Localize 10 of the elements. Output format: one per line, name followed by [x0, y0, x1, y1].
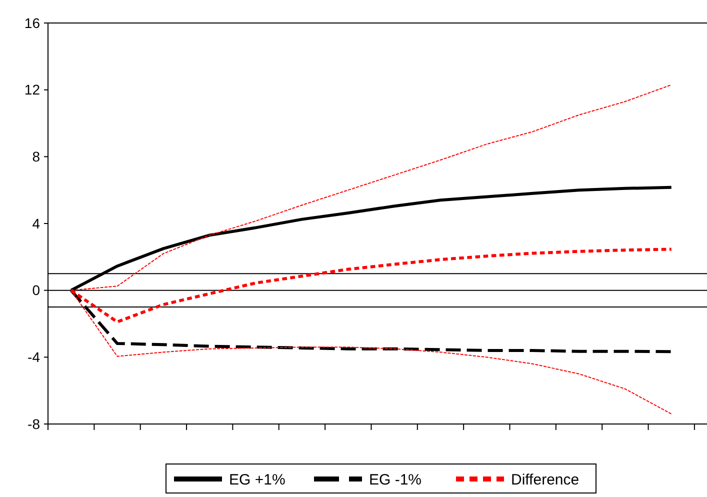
y-tick-label: 4 — [32, 215, 40, 232]
y-tick-label: 0 — [32, 282, 40, 298]
y-tick-label: 8 — [32, 148, 40, 165]
legend-label: EG -1% — [369, 471, 422, 488]
y-tick-label: 12 — [24, 82, 40, 98]
legend-label: EG +1% — [229, 471, 286, 488]
y-tick-label: -4 — [28, 349, 40, 366]
legend-label: Difference — [511, 471, 580, 488]
y-tick-label: 16 — [24, 14, 40, 31]
y-tick-label: -8 — [28, 416, 40, 432]
